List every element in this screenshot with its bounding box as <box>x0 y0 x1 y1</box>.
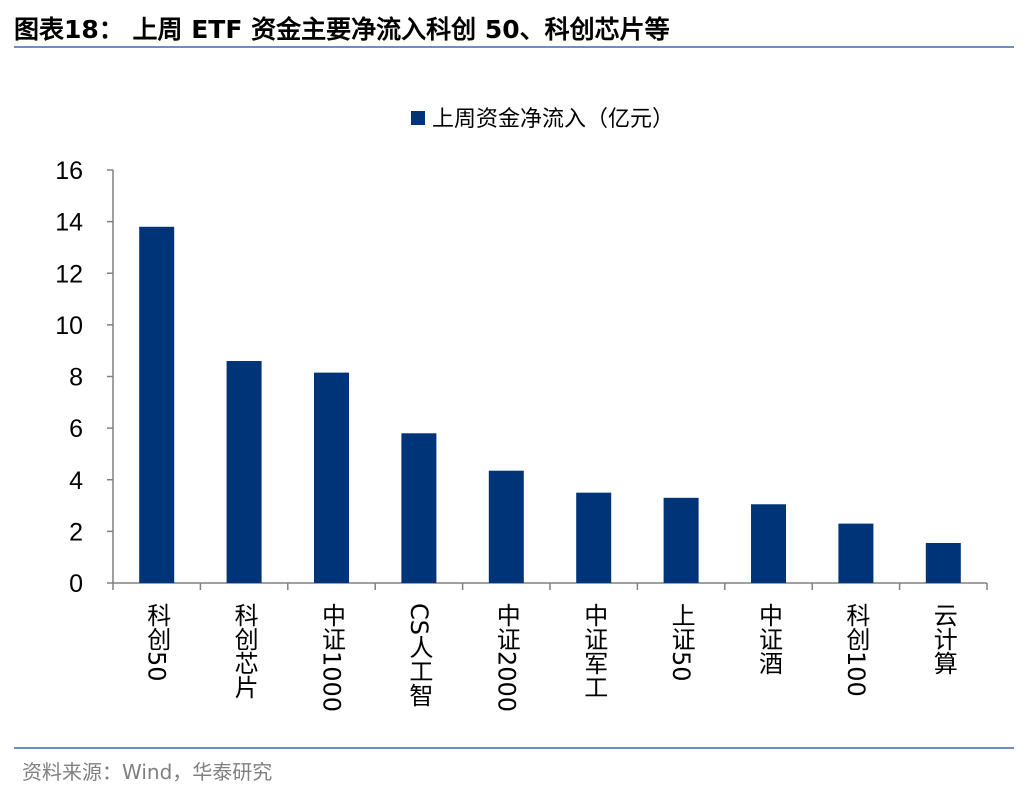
bar <box>226 361 262 583</box>
bar <box>838 523 874 583</box>
title-divider <box>14 46 1014 48</box>
y-tick-label: 14 <box>55 209 83 237</box>
y-tick-label: 2 <box>69 518 83 546</box>
legend-swatch <box>411 111 425 125</box>
y-axis: 0 2 4 6 8 10 12 14 16 <box>55 157 114 598</box>
bar <box>139 226 175 583</box>
y-tick-label: 16 <box>55 157 83 185</box>
bar-series <box>139 226 961 583</box>
bar <box>576 492 612 583</box>
x-category-label: 上证50 <box>667 603 695 682</box>
x-category-label: 科创芯片 <box>230 603 258 699</box>
y-tick-label: 10 <box>55 312 83 340</box>
y-tick-label: 4 <box>69 467 83 495</box>
bar <box>488 470 524 583</box>
x-category-label: 中证军工 <box>580 603 608 699</box>
figure-title: 图表18： 上周 ETF 资金主要净流入科创 50、科创芯片等 <box>14 15 670 44</box>
x-category-label: 中证酒 <box>755 603 783 675</box>
x-category-label: 科创100 <box>842 603 870 697</box>
bar <box>401 433 437 583</box>
bar <box>751 504 786 583</box>
y-tick-label: 6 <box>69 415 83 443</box>
y-tick-label: 8 <box>69 364 83 392</box>
x-axis <box>112 582 988 590</box>
y-tick-label: 0 <box>69 570 83 598</box>
bar <box>925 542 961 583</box>
source-divider <box>14 747 1014 749</box>
bar <box>663 497 699 583</box>
x-category-label: 中证2000 <box>492 603 520 712</box>
x-category-label: 中证1000 <box>318 603 346 712</box>
y-tick-label: 12 <box>55 260 83 288</box>
category-labels: 科创50 科创芯片 中证1000 CS人工智 中证2000 中证军工 上证50 中证酒 科创10… <box>143 603 958 712</box>
source-note: 资料来源：Wind，华泰研究 <box>22 760 273 784</box>
legend: 上周资金净流入（亿元） <box>411 107 674 132</box>
x-category-label: 云计算 <box>929 603 957 675</box>
legend-label: 上周资金净流入（亿元） <box>432 107 674 132</box>
x-category-label: 科创50 <box>143 603 171 682</box>
x-category-label: CS人工智 <box>405 603 433 707</box>
bar <box>314 372 349 583</box>
